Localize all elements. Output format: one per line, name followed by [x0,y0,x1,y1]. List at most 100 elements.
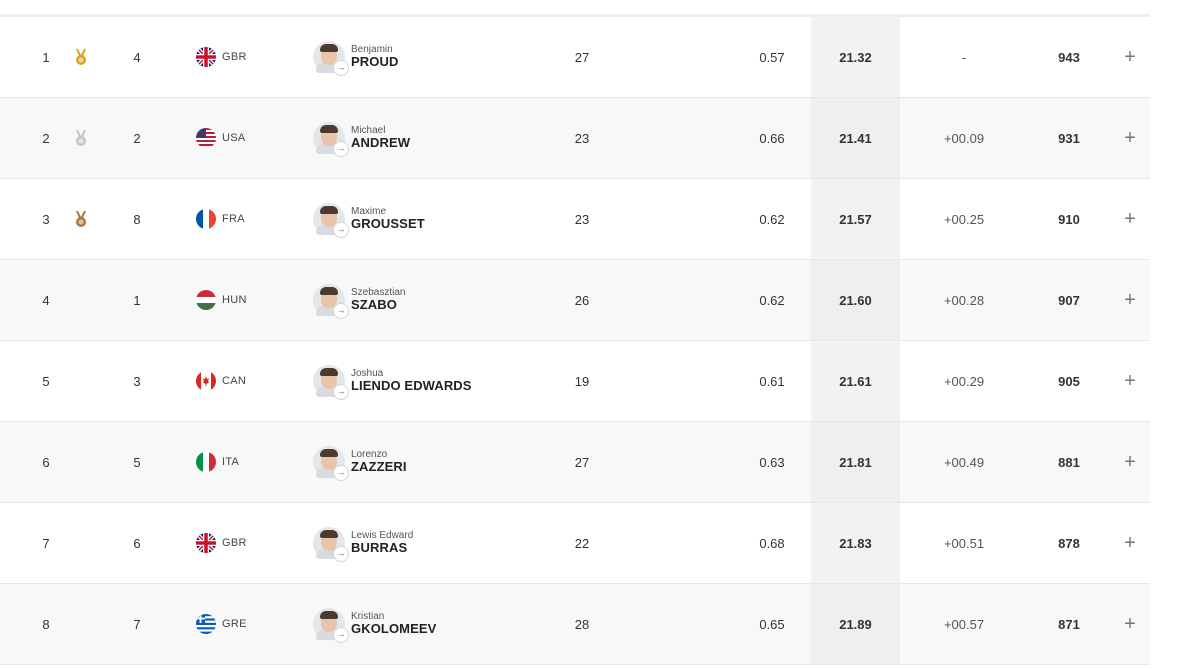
avatar[interactable]: → [313,527,349,562]
expand-row-button[interactable]: + [1124,207,1136,230]
medal-icon [72,179,90,259]
country-code: FRA [222,213,245,225]
avatar[interactable]: → [313,41,349,76]
rank: 4 [42,292,50,308]
first-name: Maxime [351,205,387,217]
result-time: 21.89 [839,616,872,632]
points: 910 [1058,211,1080,227]
expand-row-button[interactable]: + [1124,288,1136,311]
points: 878 [1058,535,1080,551]
expand-row-button[interactable]: + [1124,369,1136,392]
result-row: 5 3 CAN → Joshua LIENDO EDWARDS 19 0.61 2… [0,341,1150,422]
athlete[interactable]: → Joshua LIENDO EDWARDS [313,341,573,421]
result-row: 8 7 GRE → Kristian GKOLOMEEV 28 0.65 21.8… [0,584,1150,665]
rank: 3 [42,211,50,227]
athlete[interactable]: → Lorenzo ZAZZERI [313,422,573,502]
reaction-time: 0.62 [759,211,785,227]
arrow-link-icon[interactable]: → [333,546,349,562]
result-time: 21.57 [839,211,872,227]
arrow-link-icon[interactable]: → [333,222,349,238]
lane: 6 [133,535,141,551]
nationality: ITA [196,422,296,502]
lane: 2 [133,130,141,146]
country-code: USA [222,132,246,144]
result-time: 21.83 [839,535,872,551]
medal-icon [72,422,90,502]
arrow-link-icon[interactable]: → [333,60,349,76]
country-code: GBR [222,537,247,549]
last-name[interactable]: SZABO [351,297,397,313]
nationality: GBR [196,17,296,97]
last-name[interactable]: ANDREW [351,135,411,151]
country-code: CAN [222,375,247,387]
rank: 8 [42,616,50,632]
first-name: Szebasztian [351,286,406,298]
points: 931 [1058,130,1080,146]
medal-icon [72,98,90,178]
expand-row-button[interactable]: + [1124,126,1136,149]
athlete[interactable]: → Benjamin PROUD [313,17,573,97]
time-behind: +00.28 [943,292,985,308]
nationality: HUN [196,260,296,340]
lane: 8 [133,211,141,227]
athlete[interactable]: → Maxime GROUSSET [313,179,573,259]
nationality: FRA [196,179,296,259]
last-name[interactable]: PROUD [351,54,399,70]
first-name: Benjamin [351,43,393,55]
arrow-link-icon[interactable]: → [333,141,349,157]
first-name: Lorenzo [351,448,388,460]
result-row: 6 5 ITA → Lorenzo ZAZZERI 27 0.63 21.81 +… [0,422,1150,503]
arrow-link-icon[interactable]: → [333,384,349,400]
last-name[interactable]: GROUSSET [351,216,425,232]
athlete[interactable]: → Kristian GKOLOMEEV [313,584,573,664]
last-name[interactable]: BURRAS [351,540,408,556]
last-name[interactable]: GKOLOMEEV [351,621,437,637]
athlete[interactable]: → Szebasztian SZABO [313,260,573,340]
athlete[interactable]: → Lewis Edward BURRAS [313,503,573,583]
avatar[interactable]: → [313,122,349,157]
arrow-link-icon[interactable]: → [333,627,349,643]
avatar[interactable]: → [313,284,349,319]
last-name[interactable]: ZAZZERI [351,459,407,475]
nationality: GBR [196,503,296,583]
lane: 3 [133,373,141,389]
lane: 7 [133,616,141,632]
result-time: 21.81 [839,454,872,470]
lane: 4 [133,49,141,65]
points: 907 [1058,292,1080,308]
points: 943 [1058,49,1080,65]
lane: 5 [133,454,141,470]
last-name[interactable]: LIENDO EDWARDS [351,378,472,394]
expand-row-button[interactable]: + [1124,531,1136,554]
age: 23 [574,130,590,146]
arrow-link-icon[interactable]: → [333,303,349,319]
avatar[interactable]: → [313,365,349,400]
flag-icon [196,533,216,553]
results-table: 1 4 GBR → Benjamin PROUD 27 0.57 21.32 - … [0,14,1150,665]
first-name: Michael [351,124,386,136]
flag-icon [196,209,216,229]
medal-icon [72,584,90,664]
nationality: CAN [196,341,296,421]
athlete[interactable]: → Michael ANDREW [313,98,573,178]
lane: 1 [133,292,141,308]
time-behind: +00.29 [943,373,985,389]
avatar[interactable]: → [313,608,349,643]
flag-icon [196,614,216,634]
expand-row-button[interactable]: + [1124,45,1136,68]
flag-icon [196,128,216,148]
rank: 6 [42,454,50,470]
flag-icon [196,290,216,310]
country-code: HUN [222,294,247,306]
age: 26 [574,292,590,308]
arrow-link-icon[interactable]: → [333,465,349,481]
expand-row-button[interactable]: + [1124,612,1136,635]
rank: 2 [42,130,50,146]
medal-icon [72,503,90,583]
avatar[interactable]: → [313,203,349,238]
result-time: 21.32 [839,49,872,65]
nationality: USA [196,98,296,178]
expand-row-button[interactable]: + [1124,450,1136,473]
avatar[interactable]: → [313,446,349,481]
age: 27 [574,49,590,65]
